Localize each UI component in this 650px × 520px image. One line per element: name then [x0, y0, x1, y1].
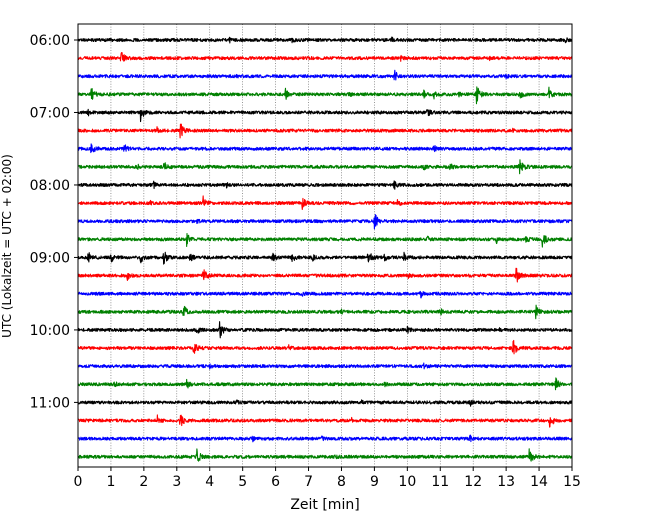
y-tick-label-09:00: 09:00: [30, 250, 70, 266]
trace-11:45: [77, 448, 573, 462]
y-tick-label-11:00: 11:00: [30, 395, 70, 411]
y-tick-label-06:00: 06:00: [30, 33, 70, 49]
x-axis-ticks: 0 1 2 3 4 5 6 7 8 9 10 11 12 13 14 15: [74, 467, 581, 490]
trace-10:15: [77, 339, 573, 355]
x-tick-label-6: 6: [271, 474, 280, 490]
trace-10:00: [77, 321, 573, 339]
x-tick-label-2: 2: [139, 474, 148, 490]
y-axis-title: UTC (Lokalzeit = UTC + 02:00): [0, 154, 14, 338]
x-tick-label-14: 14: [530, 474, 548, 490]
seismogram-traces: [77, 36, 573, 462]
x-tick-label-0: 0: [74, 474, 83, 490]
trace-07:45: [77, 159, 573, 175]
trace-09:45: [77, 304, 573, 320]
x-tick-label-7: 7: [304, 474, 313, 490]
trace-08:15: [77, 195, 573, 211]
plot-background: [78, 24, 572, 467]
trace-07:30: [77, 143, 573, 154]
trace-06:30: [77, 69, 573, 81]
x-tick-label-13: 13: [497, 474, 515, 490]
y-tick-label-07:00: 07:00: [30, 105, 70, 121]
trace-09:00: [77, 251, 573, 265]
x-axis-title: Zeit [min]: [290, 497, 359, 513]
x-tick-label-4: 4: [205, 474, 214, 490]
x-tick-label-1: 1: [106, 474, 115, 490]
trace-09:30: [77, 290, 573, 299]
x-tick-label-5: 5: [238, 474, 247, 490]
trace-10:45: [77, 377, 573, 391]
x-tick-label-8: 8: [337, 474, 346, 490]
trace-08:45: [77, 232, 573, 248]
trace-06:45: [77, 86, 573, 105]
x-tick-label-12: 12: [464, 474, 482, 490]
trace-09:15: [77, 267, 573, 283]
x-tick-label-3: 3: [172, 474, 181, 490]
vertical-gridlines: [110, 24, 540, 467]
y-tick-label-10:00: 10:00: [30, 323, 70, 339]
trace-06:00: [77, 36, 573, 44]
y-axis-ticks: 06:00 07:00 08:00 09:00 10:00 11:00: [30, 33, 78, 411]
y-tick-label-08:00: 08:00: [30, 178, 70, 194]
trace-06:15: [77, 52, 573, 62]
x-tick-label-15: 15: [563, 474, 581, 490]
trace-11:30: [77, 434, 573, 443]
x-tick-label-11: 11: [431, 474, 449, 490]
trace-07:15: [77, 123, 573, 139]
x-tick-label-9: 9: [370, 474, 379, 490]
trace-11:15: [77, 414, 573, 428]
x-tick-label-10: 10: [398, 474, 416, 490]
trace-11:00: [77, 399, 573, 407]
trace-08:30: [77, 214, 573, 230]
trace-08:00: [77, 180, 573, 190]
plot-frame: [77, 23, 573, 468]
trace-07:00: [77, 108, 573, 123]
trace-10:30: [77, 362, 573, 370]
